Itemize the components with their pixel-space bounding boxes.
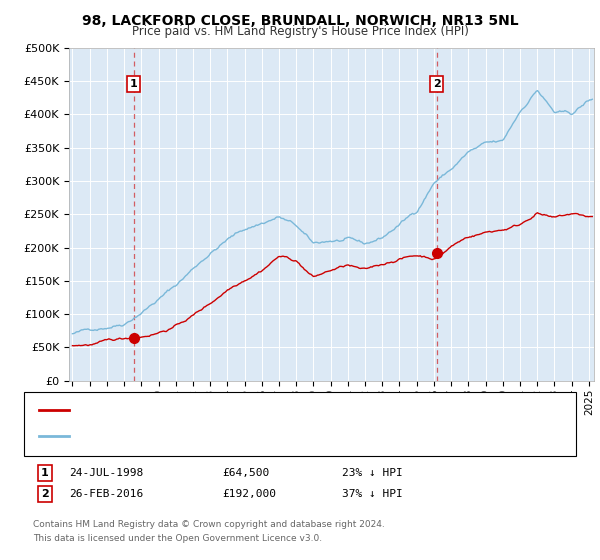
Text: 37% ↓ HPI: 37% ↓ HPI: [342, 489, 403, 499]
Text: HPI: Average price, detached house, Broadland: HPI: Average price, detached house, Broa…: [73, 431, 319, 441]
Text: Price paid vs. HM Land Registry's House Price Index (HPI): Price paid vs. HM Land Registry's House …: [131, 25, 469, 38]
Text: £64,500: £64,500: [222, 468, 269, 478]
Text: This data is licensed under the Open Government Licence v3.0.: This data is licensed under the Open Gov…: [33, 534, 322, 543]
Text: 24-JUL-1998: 24-JUL-1998: [69, 468, 143, 478]
Text: 98, LACKFORD CLOSE, BRUNDALL, NORWICH, NR13 5NL (detached house): 98, LACKFORD CLOSE, BRUNDALL, NORWICH, N…: [73, 405, 460, 416]
Text: 2: 2: [41, 489, 49, 499]
Text: 23% ↓ HPI: 23% ↓ HPI: [342, 468, 403, 478]
Text: 98, LACKFORD CLOSE, BRUNDALL, NORWICH, NR13 5NL: 98, LACKFORD CLOSE, BRUNDALL, NORWICH, N…: [82, 14, 518, 28]
Text: 26-FEB-2016: 26-FEB-2016: [69, 489, 143, 499]
Text: Contains HM Land Registry data © Crown copyright and database right 2024.: Contains HM Land Registry data © Crown c…: [33, 520, 385, 529]
Text: 1: 1: [41, 468, 49, 478]
Text: 1: 1: [130, 80, 137, 89]
Text: 2: 2: [433, 80, 440, 89]
Text: £192,000: £192,000: [222, 489, 276, 499]
